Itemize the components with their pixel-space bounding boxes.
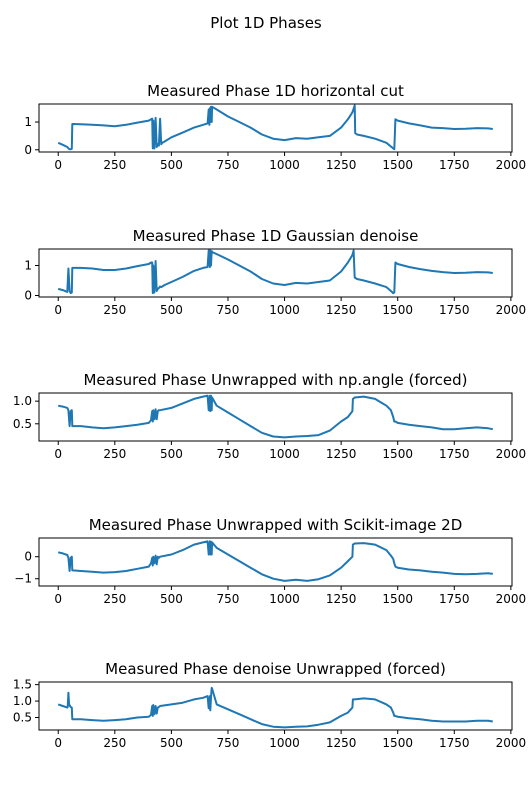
subplot-2: Measured Phase 1D Gaussian denoise 0 250 50… xyxy=(24,227,526,317)
x-tick-label: 1000 xyxy=(269,303,300,317)
x-tick-label: 1250 xyxy=(326,736,357,750)
x-tick-label: 0 xyxy=(54,303,62,317)
series-line-1 xyxy=(58,251,493,294)
subplot-title: Measured Phase Unwrapped with Scikit-ima… xyxy=(89,516,463,534)
x-tick-label: 1250 xyxy=(326,303,357,317)
series-line-1 xyxy=(58,541,493,581)
x-tick-label: 2000 xyxy=(496,158,527,172)
axes-frame xyxy=(39,249,512,297)
x-tick-label: 250 xyxy=(103,592,126,606)
axes-frame xyxy=(39,393,512,441)
series-line-1 xyxy=(58,688,493,728)
x-tick-label: 1500 xyxy=(382,158,413,172)
x-tick-label: 500 xyxy=(160,158,183,172)
x-tick-label: 1000 xyxy=(269,736,300,750)
x-tick-label: 1000 xyxy=(269,158,300,172)
x-tick-label: 2000 xyxy=(496,303,527,317)
subplot-title: Measured Phase 1D horizontal cut xyxy=(147,82,404,100)
y-tick-label: 0 xyxy=(24,550,32,564)
x-tick-label: 1000 xyxy=(269,447,300,461)
x-tick-label: 2000 xyxy=(496,736,527,750)
x-tick-label: 750 xyxy=(217,447,240,461)
x-tick-label: 0 xyxy=(54,736,62,750)
subplot-5: Measured Phase denoise Unwrapped (forced… xyxy=(13,660,526,750)
x-tick-label: 750 xyxy=(217,592,240,606)
x-tick-label: 1250 xyxy=(326,158,357,172)
y-tick-label: 0.5 xyxy=(13,711,32,725)
subplot-title: Measured Phase denoise Unwrapped (forced… xyxy=(105,660,446,678)
y-tick-label: 1 xyxy=(24,259,32,273)
x-tick-label: 0 xyxy=(54,447,62,461)
y-tick-label: 1.5 xyxy=(13,678,32,692)
subplot-1: Measured Phase 1D horizontal cut 0 250 500 7… xyxy=(24,82,526,172)
x-tick-label: 500 xyxy=(160,303,183,317)
x-tick-label: 250 xyxy=(103,158,126,172)
x-tick-label: 2000 xyxy=(496,592,527,606)
x-tick-label: 1250 xyxy=(326,592,357,606)
y-tick-label: 0 xyxy=(24,143,32,157)
y-tick-label: −1 xyxy=(14,572,32,586)
x-tick-label: 250 xyxy=(103,736,126,750)
y-tick-label: 0.5 xyxy=(13,417,32,431)
x-tick-label: 750 xyxy=(217,736,240,750)
x-tick-label: 1500 xyxy=(382,447,413,461)
x-tick-label: 750 xyxy=(217,303,240,317)
x-tick-label: 1500 xyxy=(382,592,413,606)
x-tick-label: 1750 xyxy=(439,303,470,317)
x-tick-label: 750 xyxy=(217,158,240,172)
x-tick-label: 1750 xyxy=(439,447,470,461)
x-tick-label: 1500 xyxy=(382,303,413,317)
series-line-1 xyxy=(58,396,493,438)
x-tick-label: 500 xyxy=(160,592,183,606)
subplot-title: Measured Phase 1D Gaussian denoise xyxy=(133,227,419,245)
x-tick-label: 0 xyxy=(54,592,62,606)
series-line-1 xyxy=(58,105,493,149)
x-tick-label: 1500 xyxy=(382,736,413,750)
x-tick-label: 1750 xyxy=(439,158,470,172)
y-tick-label: 1.0 xyxy=(13,394,32,408)
x-tick-label: 1750 xyxy=(439,736,470,750)
y-tick-label: 1 xyxy=(24,115,32,129)
figure-title: Plot 1D Phases xyxy=(210,14,322,32)
x-tick-label: 1750 xyxy=(439,592,470,606)
x-tick-label: 500 xyxy=(160,736,183,750)
x-tick-label: 500 xyxy=(160,447,183,461)
x-tick-label: 1000 xyxy=(269,592,300,606)
subplot-4: Measured Phase Unwrapped with Scikit-ima… xyxy=(14,516,526,606)
x-tick-label: 0 xyxy=(54,158,62,172)
subplot-3: Measured Phase Unwrapped with np.angle (… xyxy=(13,371,526,461)
subplot-title: Measured Phase Unwrapped with np.angle (… xyxy=(83,371,467,389)
x-tick-label: 1250 xyxy=(326,447,357,461)
axes-frame xyxy=(39,682,512,730)
y-tick-label: 0 xyxy=(24,289,32,303)
x-tick-label: 250 xyxy=(103,447,126,461)
y-tick-label: 1.0 xyxy=(13,694,32,708)
x-tick-label: 2000 xyxy=(496,447,527,461)
x-tick-label: 250 xyxy=(103,303,126,317)
